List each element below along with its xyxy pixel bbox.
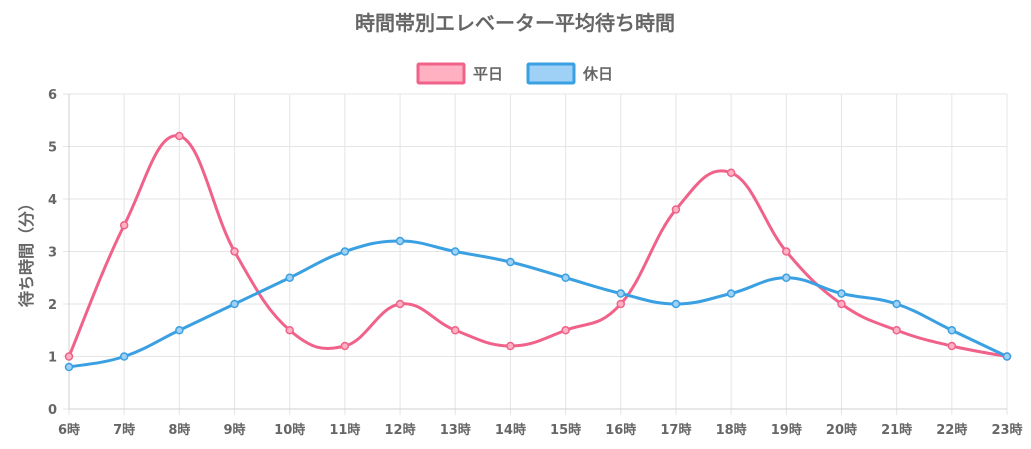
legend-swatch-holiday <box>526 62 576 85</box>
x-tick-label: 21時 <box>881 422 912 438</box>
x-tick-label: 23時 <box>991 422 1022 438</box>
x-tick-label: 17時 <box>660 422 691 438</box>
series-line-weekday <box>67 134 1009 358</box>
data-point[interactable] <box>450 326 460 335</box>
data-point[interactable] <box>395 299 405 309</box>
legend-label-holiday: 休日 <box>582 65 613 83</box>
legend-item-weekday[interactable]: 平日 <box>416 62 503 85</box>
data-point[interactable] <box>119 221 129 230</box>
data-point[interactable] <box>340 247 350 256</box>
x-tick-label: 10時 <box>274 422 305 438</box>
x-tick-label: 20時 <box>826 422 857 438</box>
x-tick-label: 19時 <box>771 422 802 438</box>
x-tick-label: 14時 <box>495 422 526 438</box>
data-point[interactable] <box>947 341 957 351</box>
data-point[interactable] <box>450 247 460 256</box>
data-point[interactable] <box>671 205 681 214</box>
data-point[interactable] <box>671 299 681 309</box>
legend-swatch-weekday <box>416 62 466 85</box>
x-tick-label: 12時 <box>385 422 416 438</box>
legend-item-holiday[interactable]: 休日 <box>526 62 613 85</box>
y-tick-label: 4 <box>48 193 57 208</box>
x-tick-label: 13時 <box>440 422 471 438</box>
data-point[interactable] <box>561 326 570 335</box>
data-point[interactable] <box>506 341 515 351</box>
data-point[interactable] <box>395 236 405 246</box>
data-point[interactable] <box>892 299 901 309</box>
grid <box>63 93 1008 415</box>
y-axis-label: 待ち時間（分） <box>17 195 36 307</box>
x-tick-label: 6時 <box>58 422 80 438</box>
legend: 平日 休日 <box>416 62 613 85</box>
x-tick-label: 18時 <box>716 422 747 438</box>
data-point[interactable] <box>616 299 626 309</box>
data-point[interactable] <box>175 326 184 335</box>
x-tick-label: 8時 <box>168 422 190 438</box>
x-tick-label: 7時 <box>113 422 135 438</box>
data-point[interactable] <box>837 299 846 309</box>
y-tick-label: 2 <box>48 298 57 313</box>
data-point[interactable] <box>285 326 294 335</box>
data-point[interactable] <box>837 289 846 298</box>
chart-title: 時間帯別エレベーター平均待ち時間 <box>355 11 675 35</box>
data-point[interactable] <box>64 362 74 372</box>
data-point[interactable] <box>726 289 736 298</box>
data-point[interactable] <box>119 352 129 361</box>
x-tick-label: 16時 <box>605 422 636 438</box>
data-point[interactable] <box>1002 352 1012 361</box>
y-tick-label: 0 <box>48 403 57 418</box>
data-point[interactable] <box>782 247 791 256</box>
series-layer <box>64 131 1012 372</box>
y-tick-label: 1 <box>48 351 57 366</box>
series-holiday <box>64 236 1012 372</box>
data-point[interactable] <box>230 299 239 309</box>
data-point[interactable] <box>175 131 184 141</box>
x-tick-label: 11時 <box>329 422 360 438</box>
data-point[interactable] <box>230 247 239 256</box>
series-line-holiday <box>67 239 1009 369</box>
y-tick-label: 6 <box>48 88 57 103</box>
data-point[interactable] <box>616 289 626 298</box>
data-point[interactable] <box>561 273 570 282</box>
data-point[interactable] <box>947 326 957 335</box>
y-tick-label: 5 <box>48 141 57 156</box>
legend-label-weekday: 平日 <box>473 65 503 83</box>
x-tick-label: 9時 <box>224 422 246 438</box>
y-axis-ticks: 0 1 2 3 4 5 6 <box>48 88 57 418</box>
x-tick-label: 15時 <box>550 422 581 438</box>
y-tick-label: 3 <box>48 246 57 261</box>
data-point[interactable] <box>506 257 515 267</box>
data-point[interactable] <box>892 326 901 335</box>
data-point[interactable] <box>782 273 791 282</box>
data-point[interactable] <box>64 352 74 361</box>
data-point[interactable] <box>285 273 294 282</box>
series-weekday <box>64 131 1012 361</box>
x-axis-ticks: 6時 7時 8時 9時 10時 11時 12時 13時 14時 15時 16時 17時 18時 19時 20… <box>58 422 1023 438</box>
data-point[interactable] <box>726 168 736 177</box>
data-point[interactable] <box>340 341 350 351</box>
x-tick-label: 22時 <box>936 422 967 438</box>
